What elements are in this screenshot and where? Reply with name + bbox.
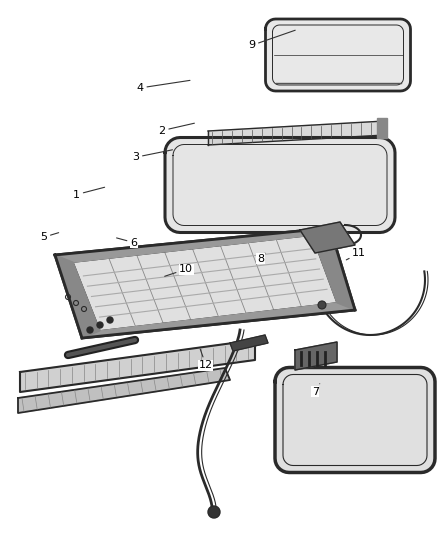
Text: 6: 6 (117, 238, 137, 247)
Polygon shape (55, 228, 355, 338)
Polygon shape (165, 138, 395, 232)
Circle shape (107, 317, 113, 323)
Polygon shape (20, 340, 255, 392)
Polygon shape (82, 303, 355, 338)
Text: 9: 9 (248, 30, 295, 50)
Text: 8: 8 (257, 253, 265, 263)
Polygon shape (55, 255, 100, 338)
Text: 10: 10 (165, 264, 193, 276)
Circle shape (208, 506, 220, 518)
Polygon shape (55, 228, 330, 262)
Text: 4: 4 (137, 80, 190, 93)
Polygon shape (265, 19, 410, 91)
Polygon shape (18, 368, 230, 413)
Text: 5: 5 (40, 232, 59, 242)
Text: 11: 11 (346, 248, 366, 260)
Text: 3: 3 (132, 150, 173, 162)
Polygon shape (377, 118, 387, 138)
Polygon shape (295, 342, 337, 370)
Polygon shape (230, 335, 268, 351)
Polygon shape (73, 235, 337, 331)
Circle shape (97, 322, 103, 328)
Text: 7: 7 (312, 384, 320, 397)
Text: 12: 12 (199, 349, 213, 370)
Text: 1: 1 (73, 187, 105, 199)
Text: 2: 2 (159, 123, 194, 135)
Circle shape (336, 241, 343, 248)
Circle shape (87, 327, 93, 333)
Polygon shape (208, 121, 385, 145)
Polygon shape (275, 367, 435, 472)
Circle shape (318, 301, 326, 309)
Polygon shape (312, 228, 355, 310)
Polygon shape (300, 222, 355, 253)
